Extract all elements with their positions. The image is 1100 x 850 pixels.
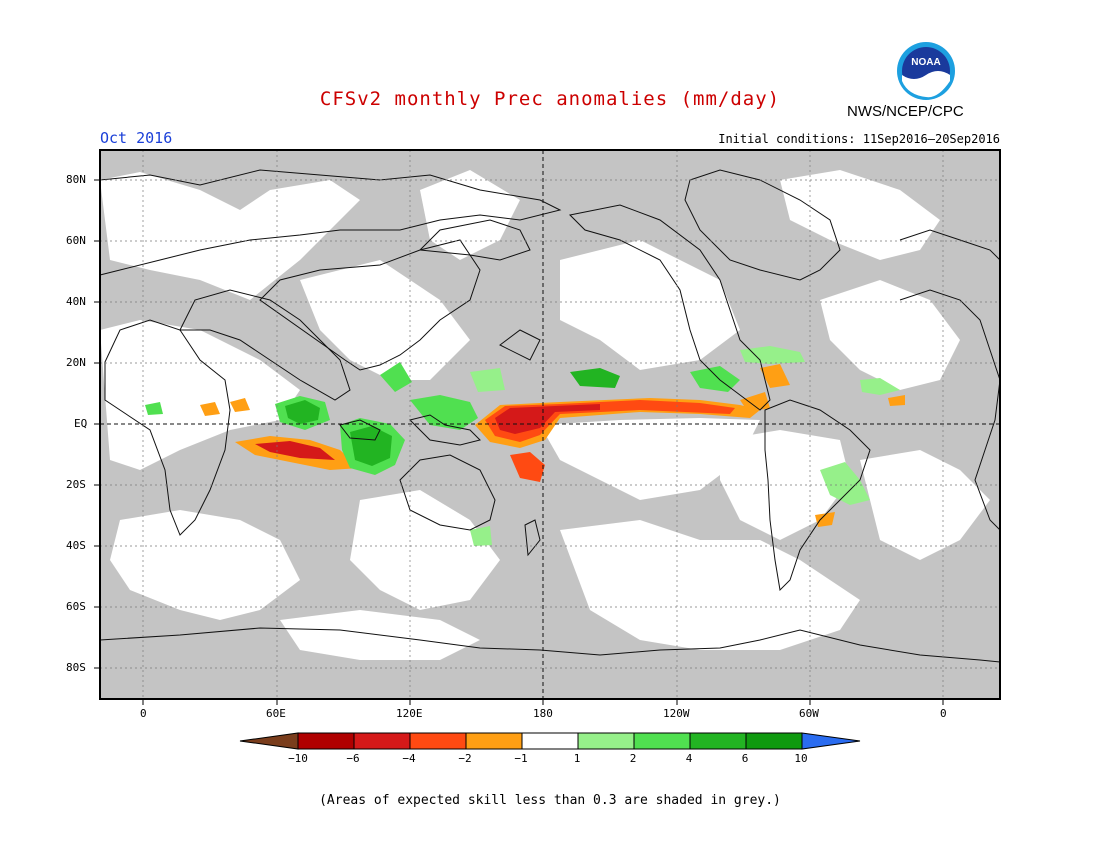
colorbar-label: 6: [741, 752, 749, 765]
lat-label-80n: 80N: [66, 173, 86, 186]
lat-label-eq: EQ: [74, 417, 88, 430]
colorbar-label: −10: [288, 752, 308, 765]
colorbar-label: 10: [794, 752, 808, 765]
colorbar-label: 4: [685, 752, 693, 765]
initial-conditions: Initial conditions: 11Sep2016–20Sep2016: [718, 132, 1000, 146]
colorbar-swatch: [689, 732, 747, 750]
lon-label-120e: 120E: [396, 707, 423, 720]
colorbar-swatch: [297, 732, 355, 750]
footnote: (Areas of expected skill less than 0.3 a…: [319, 793, 781, 808]
colorbar-swatch: [745, 732, 803, 750]
colorbar-arrow-right: [801, 732, 861, 750]
lat-label-40s: 40S: [66, 539, 86, 552]
wet-anomaly-areas: [145, 346, 900, 546]
graticule: [100, 150, 1000, 699]
colorbar-label: 1: [573, 752, 581, 765]
noaa-logo-text: NOAA: [911, 57, 940, 68]
colorbar: [239, 732, 861, 750]
lon-label-60w: 60W: [799, 707, 819, 720]
colorbar-label: −6: [346, 752, 360, 765]
colorbar-swatch: [633, 732, 691, 750]
colorbar-swatch: [465, 732, 523, 750]
lon-label-60e: 60E: [266, 707, 286, 720]
coastlines: [99, 169, 1001, 663]
lat-label-40n: 40N: [66, 295, 86, 308]
lat-label-80s: 80S: [66, 661, 86, 674]
noaa-logo: NOAA: [897, 42, 955, 100]
colorbar-label: −1: [514, 752, 528, 765]
lon-label-120w: 120W: [663, 707, 690, 720]
skill-white-areas: [100, 170, 990, 660]
forecast-month: Oct 2016: [100, 129, 173, 147]
map-title: CFSv2 monthly Prec anomalies (mm/day): [319, 88, 781, 110]
colorbar-swatch: [409, 732, 467, 750]
lat-label-20n: 20N: [66, 356, 86, 369]
lat-label-20s: 20S: [66, 478, 86, 491]
axis-ticks: [94, 179, 944, 705]
dry-anomaly-areas: [200, 364, 905, 527]
colorbar-swatch: [577, 732, 635, 750]
colorbar-swatch: [353, 732, 411, 750]
colorbar-arrow-left: [239, 732, 299, 750]
colorbar-label: −2: [458, 752, 472, 765]
equator-and-dateline: [100, 150, 1000, 699]
agency-label: NWS/NCEP/CPC: [847, 103, 964, 120]
lon-label-0-west: 0: [140, 707, 147, 720]
colorbar-label: 2: [629, 752, 637, 765]
colorbar-swatch: [521, 732, 579, 750]
colorbar-label: −4: [402, 752, 416, 765]
lat-label-60s: 60S: [66, 600, 86, 613]
lat-label-60n: 60N: [66, 234, 86, 247]
lon-label-180: 180: [533, 707, 553, 720]
lon-label-0-east: 0: [940, 707, 947, 720]
